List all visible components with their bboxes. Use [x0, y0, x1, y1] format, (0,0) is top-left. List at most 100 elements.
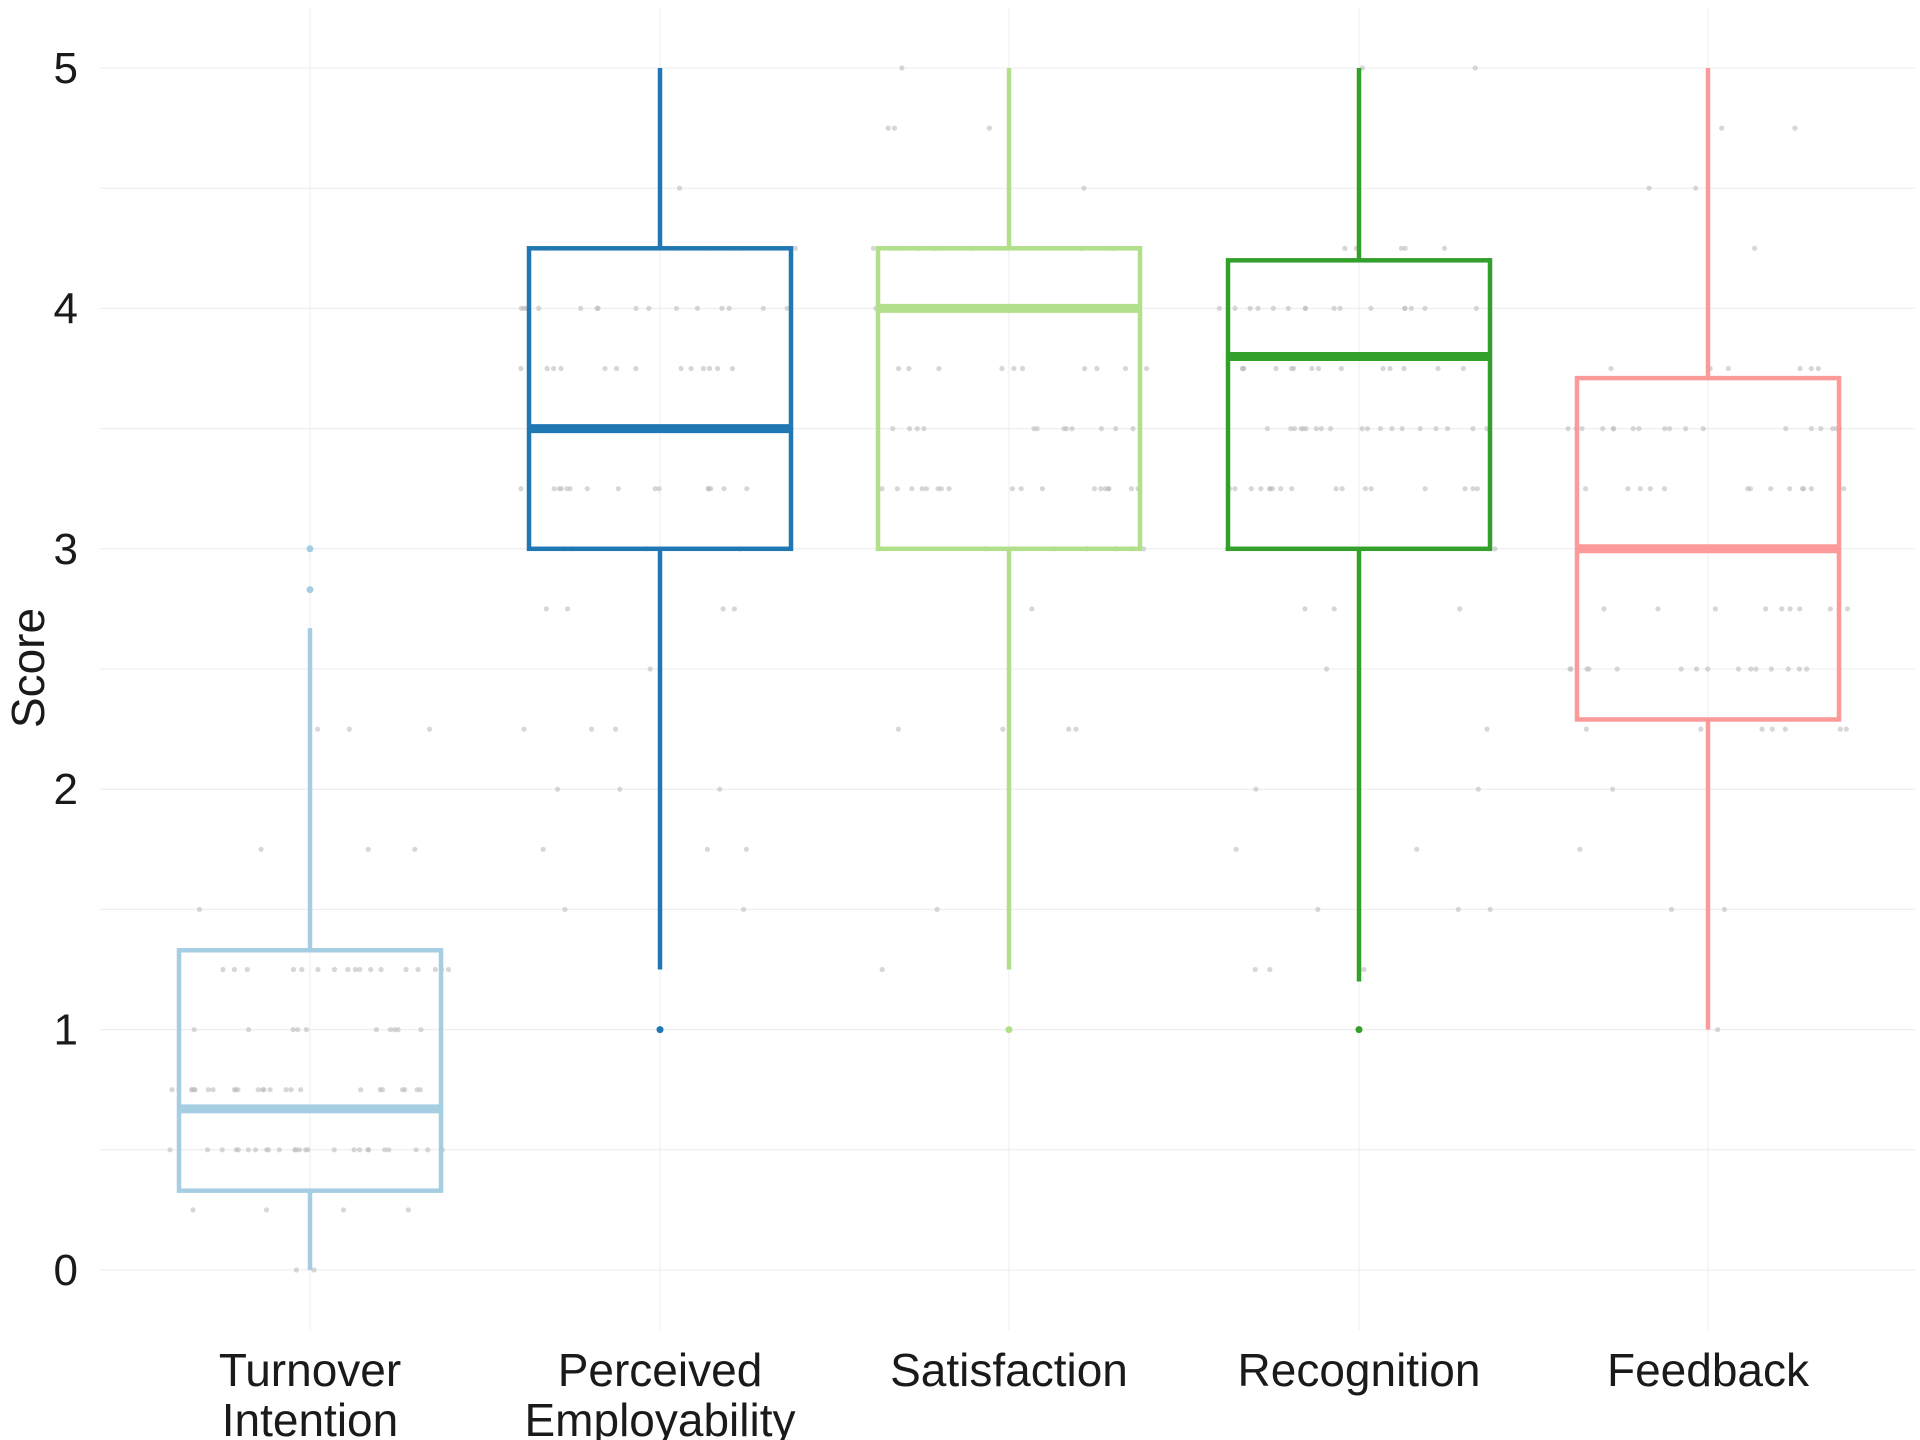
x-category-label: Recognition — [1238, 1344, 1481, 1396]
jitter-point — [986, 125, 993, 131]
jitter-layer — [167, 65, 1851, 1273]
jitter-point — [555, 786, 561, 792]
jitter-point — [1797, 606, 1803, 612]
jitter-point — [1844, 606, 1851, 612]
jitter-point — [934, 906, 940, 913]
x-category-label: Intention — [222, 1394, 398, 1440]
jitter-point — [378, 966, 384, 973]
jitter-point — [1753, 666, 1759, 672]
jitter-point — [521, 726, 527, 732]
jitter-point — [919, 486, 925, 492]
jitter-point — [205, 1087, 211, 1093]
jitter-point — [1492, 546, 1498, 552]
jitter-point — [303, 1027, 309, 1033]
jitter-point — [518, 305, 525, 311]
jitter-point — [1309, 365, 1315, 372]
jitter-point — [1398, 245, 1404, 251]
jitter-point — [1808, 486, 1814, 492]
jitter-point — [543, 606, 549, 612]
jitter-point — [999, 365, 1005, 372]
y-tick-label: 4 — [54, 284, 78, 333]
jitter-point — [426, 726, 433, 732]
jitter-point — [726, 305, 732, 311]
jitter-point — [1683, 426, 1689, 432]
jitter-point — [936, 365, 942, 372]
jitter-point — [1020, 365, 1026, 372]
jitter-point — [1735, 666, 1742, 672]
jitter-point — [551, 486, 557, 492]
jitter-point — [706, 486, 712, 492]
y-tick-label: 5 — [54, 44, 78, 93]
jitter-point — [1579, 426, 1585, 432]
jitter-point — [1018, 486, 1024, 492]
jitter-point — [1122, 365, 1129, 372]
jitter-point — [255, 1087, 261, 1093]
jitter-point — [1039, 486, 1045, 492]
jitter-point — [413, 1147, 419, 1153]
jitter-point — [1808, 365, 1814, 372]
y-tick-label: 0 — [54, 1246, 78, 1295]
jitter-point — [1785, 666, 1791, 672]
jitter-point — [1787, 606, 1793, 612]
jitter-point — [870, 245, 877, 251]
jitter-point — [245, 1147, 251, 1153]
x-category-label: Satisfaction — [890, 1344, 1128, 1396]
jitter-point — [1827, 606, 1833, 612]
jitter-point — [1106, 486, 1112, 492]
jitter-point — [633, 365, 639, 372]
jitter-point — [311, 1267, 317, 1273]
jitter-point — [340, 1207, 347, 1213]
jitter-point — [288, 1087, 294, 1093]
jitter-point — [377, 1087, 383, 1093]
jitter-point — [1600, 426, 1606, 432]
jitter-point — [1808, 426, 1814, 432]
jitter-point — [1377, 426, 1384, 432]
jitter-point — [518, 365, 524, 372]
jitter-point — [399, 1087, 406, 1093]
jitter-point — [1269, 486, 1276, 492]
jitter-point — [1841, 486, 1847, 492]
jitter-point — [1253, 786, 1259, 792]
jitter-point — [1300, 426, 1306, 432]
jitter-point — [403, 966, 409, 973]
jitter-point — [1011, 365, 1017, 372]
jitter-point — [1433, 426, 1439, 432]
jitter-point — [1693, 185, 1699, 191]
jitter-point — [417, 1087, 423, 1093]
jitter-point — [346, 726, 352, 732]
jitter-point — [1719, 125, 1725, 131]
jitter-point — [617, 786, 623, 792]
jitter-point — [706, 365, 713, 372]
y-axis-title: Score — [2, 608, 54, 728]
jitter-point — [909, 486, 915, 492]
jitter-point — [1422, 305, 1428, 311]
jitter-point — [1698, 726, 1704, 732]
box-iqr — [176, 948, 444, 1193]
jitter-point — [1584, 666, 1590, 672]
jitter-point — [1796, 666, 1802, 672]
jitter-point — [1655, 606, 1661, 612]
jitter-point — [1333, 486, 1339, 492]
jitter-point — [656, 486, 662, 492]
outlier-point — [656, 1026, 664, 1034]
jitter-point — [899, 65, 905, 71]
jitter-point — [1291, 365, 1297, 372]
jitter-point — [293, 1267, 299, 1273]
jitter-point — [1323, 666, 1330, 672]
jitter-point — [358, 1087, 364, 1093]
jitter-point — [1389, 426, 1395, 432]
jitter-point — [1799, 486, 1806, 492]
jitter-point — [412, 846, 418, 852]
jitter-point — [1484, 726, 1490, 732]
jitter-point — [1474, 486, 1480, 492]
jitter-point — [231, 966, 237, 973]
jitter-point — [717, 786, 723, 792]
jitter-point — [741, 906, 747, 913]
jitter-point — [1435, 365, 1441, 372]
jitter-point — [1661, 486, 1668, 492]
jitter-point — [263, 1207, 270, 1213]
jitter-point — [1399, 426, 1405, 432]
